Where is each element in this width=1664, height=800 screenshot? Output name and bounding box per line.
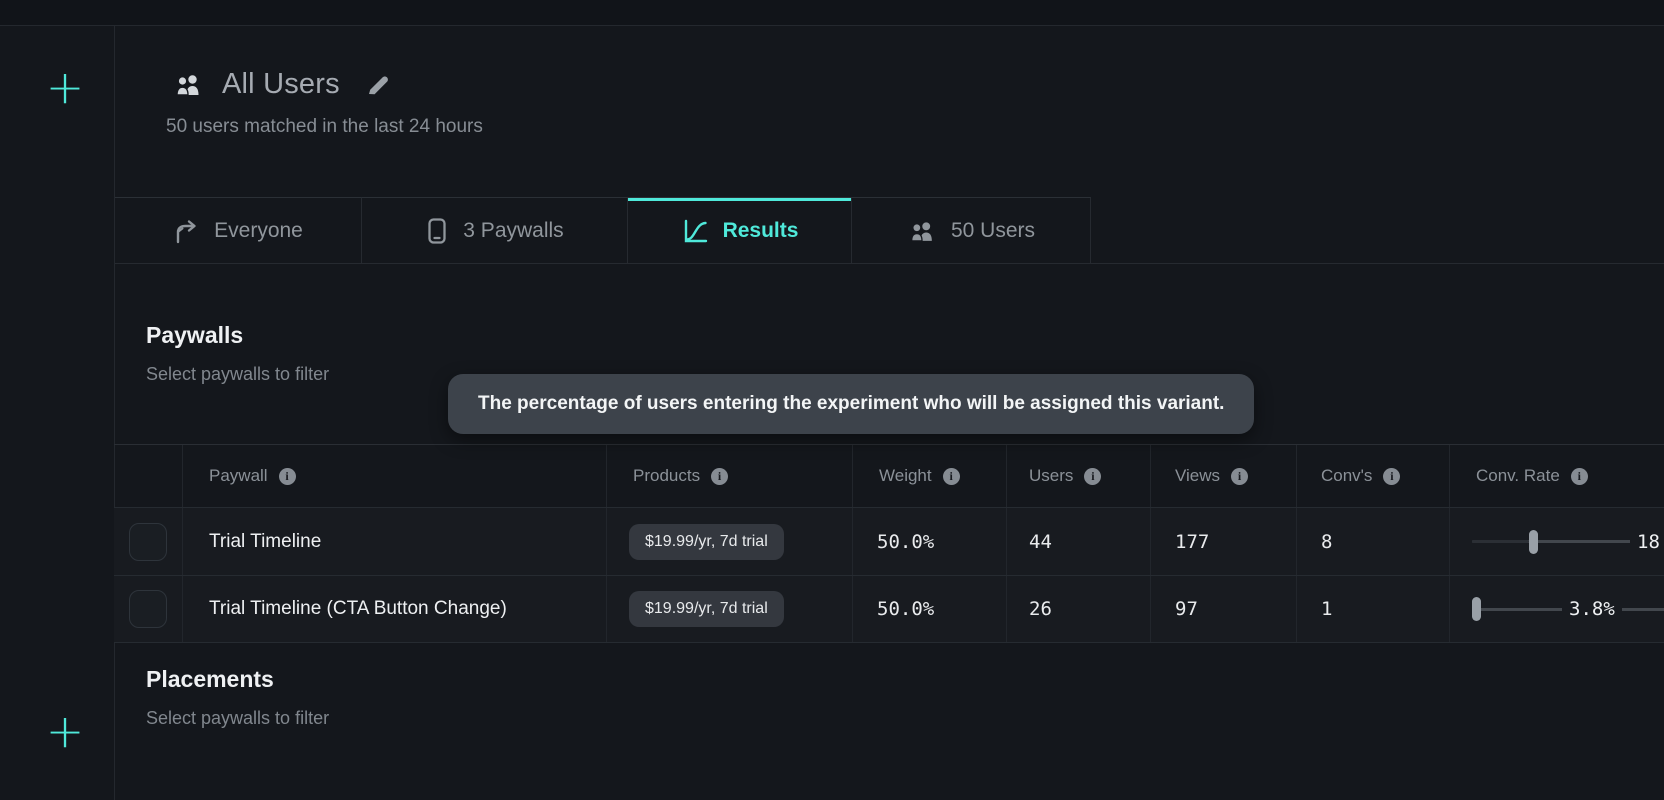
audience-subtitle: 50 users matched in the last 24 hours — [166, 116, 483, 137]
add-audience-bottom-button[interactable]: + — [45, 704, 85, 758]
checkbox-cell — [114, 576, 183, 642]
checkbox-cell — [114, 508, 183, 575]
add-audience-button[interactable]: + — [45, 60, 85, 114]
column-label: Products — [633, 466, 701, 485]
column-header-convs: Conv's — [1297, 445, 1450, 507]
convs-cell: 1 — [1297, 576, 1450, 642]
products-cell: $19.99/yr, 7d trial — [607, 576, 853, 642]
placements-section-title: Placements — [146, 666, 274, 692]
info-icon[interactable] — [1570, 467, 1588, 485]
paywall-name: Trial Timeline (CTA Button Change) — [209, 598, 507, 619]
info-icon[interactable] — [278, 467, 296, 485]
column-label: Views — [1175, 466, 1221, 485]
convs-cell: 8 — [1297, 508, 1450, 575]
tab-label: Results — [722, 219, 799, 242]
table-header-row: Paywall Products Weight Users Views Conv… — [114, 444, 1664, 508]
row-checkbox[interactable] — [129, 590, 167, 628]
paywalls-section-title: Paywalls — [146, 322, 244, 348]
table-row[interactable]: Trial Timeline $19.99/yr, 7d trial 50.0%… — [114, 508, 1664, 576]
users-cell: 26 — [1007, 576, 1151, 642]
users-icon — [172, 73, 204, 97]
audience-header: All Users — [172, 68, 390, 101]
tab-results[interactable]: Results — [628, 197, 852, 264]
tab-users[interactable]: 50 Users — [852, 197, 1091, 264]
slider-thumb[interactable] — [1472, 597, 1481, 621]
paywalls-section-subtitle: Select paywalls to filter — [146, 364, 330, 384]
tab-paywalls[interactable]: 3 Paywalls — [362, 197, 628, 264]
conv-rate-cell: 18.2% — [1450, 508, 1664, 575]
slider-value-label: 3.8% — [1562, 596, 1622, 622]
sidebar-divider — [114, 26, 115, 800]
tab-label: 50 Users — [950, 219, 1036, 242]
products-cell: $19.99/yr, 7d trial — [607, 508, 853, 575]
column-label: Paywall — [209, 466, 268, 485]
info-icon[interactable] — [942, 467, 960, 485]
column-label: Weight — [879, 466, 932, 485]
paywall-name-cell: Trial Timeline — [183, 508, 607, 575]
views-cell: 97 — [1151, 576, 1297, 642]
placements-section-subtitle: Select paywalls to filter — [146, 708, 330, 728]
info-icon[interactable] — [1084, 467, 1102, 485]
weight-cell: 50.0% — [853, 508, 1007, 575]
tab-label: 3 Paywalls — [463, 219, 564, 242]
tab-everyone[interactable]: Everyone — [115, 197, 362, 264]
weight-cell: 50.0% — [853, 576, 1007, 642]
slider-thumb[interactable] — [1529, 529, 1538, 554]
column-header-users: Users — [1007, 445, 1151, 507]
product-badge: $19.99/yr, 7d trial — [629, 591, 784, 627]
header-checkbox-spacer — [114, 445, 183, 507]
info-icon[interactable] — [711, 467, 729, 485]
column-label: Conv's — [1321, 466, 1373, 485]
tab-bar-divider — [115, 263, 1664, 264]
column-label: Conv. Rate — [1476, 466, 1560, 485]
users-icon — [907, 220, 937, 243]
phone-icon — [425, 217, 449, 245]
column-header-weight: Weight — [853, 445, 1007, 507]
column-header-views: Views — [1151, 445, 1297, 507]
column-label: Users — [1029, 466, 1074, 485]
info-icon[interactable] — [1383, 467, 1401, 485]
conv-rate-cell: 3.8% — [1450, 576, 1664, 642]
slider-value-label: 18.2% — [1630, 528, 1664, 555]
paywall-name-cell: Trial Timeline (CTA Button Change) — [183, 576, 607, 642]
slider-track — [1472, 540, 1664, 543]
product-badge: $19.99/yr, 7d trial — [629, 523, 784, 560]
weight-tooltip: The percentage of users entering the exp… — [448, 374, 1255, 434]
table-row[interactable]: Trial Timeline (CTA Button Change) $19.9… — [114, 576, 1664, 643]
views-cell: 177 — [1151, 508, 1297, 575]
tab-bar: Everyone 3 Paywalls Results — [115, 197, 1091, 264]
paywall-name: Trial Timeline — [209, 530, 322, 552]
audience-title: All Users — [222, 68, 340, 100]
pencil-icon[interactable] — [366, 73, 390, 97]
users-cell: 44 — [1007, 508, 1151, 575]
column-header-paywall: Paywall — [183, 445, 607, 507]
column-header-conv-rate: Conv. Rate — [1450, 445, 1664, 507]
paywalls-table: Paywall Products Weight Users Views Conv… — [114, 444, 1664, 643]
slider-dim-track — [1472, 540, 1529, 543]
info-icon[interactable] — [1231, 467, 1249, 485]
row-checkbox[interactable] — [129, 522, 167, 561]
branch-arrow-icon — [173, 218, 200, 245]
chart-curve-icon — [681, 217, 709, 245]
tab-label: Everyone — [214, 219, 303, 242]
top-bar — [0, 0, 1664, 26]
column-header-products: Products — [607, 445, 853, 507]
